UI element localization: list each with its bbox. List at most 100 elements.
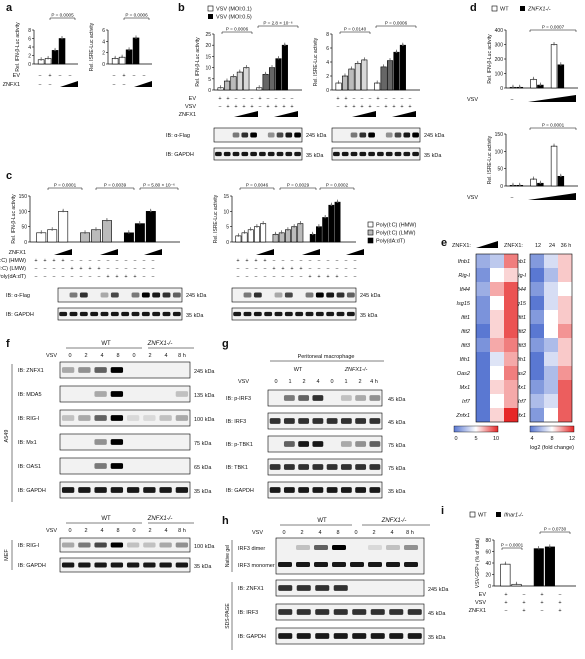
y-tick-label: 150 <box>495 132 504 138</box>
native-label-monomer: IRF3 monomer <box>238 563 275 569</box>
heatmap-cell <box>558 310 572 324</box>
sign-c-lmw: + <box>88 266 91 272</box>
sign-b-vsv: + <box>360 104 363 110</box>
data-point <box>61 37 63 40</box>
band <box>250 151 257 157</box>
sign-c-lmw: − <box>344 266 347 272</box>
sign-b-ev: − <box>234 96 237 102</box>
heatmap-cell <box>544 282 558 296</box>
data-point <box>264 73 267 76</box>
y-axis-label: Rel. IFN-β-Luc activity <box>11 194 17 244</box>
p-b1a: P = 0.0006 <box>221 27 253 34</box>
heatmap-gene-label: Ifi44 <box>516 287 526 293</box>
data-point <box>128 48 130 51</box>
band <box>232 151 240 157</box>
ramp-c <box>144 249 162 255</box>
data-point <box>299 222 302 225</box>
legend-label-i1: WT <box>478 513 487 519</box>
sign-c-hmw: − <box>335 258 338 264</box>
group-label-wt: WT <box>294 367 303 373</box>
blot-frame <box>331 127 421 143</box>
panel-letter-d: d <box>470 2 477 14</box>
p-c2c: P = 0.0002 <box>319 183 355 190</box>
data-point <box>127 231 130 234</box>
sign-c-lmw: − <box>308 266 311 272</box>
blot-frame <box>213 127 303 143</box>
time-label: 8 <box>116 353 119 359</box>
sign-c-dadt: + <box>326 274 329 280</box>
band <box>346 311 355 317</box>
y-tick-label: 100 <box>495 72 504 78</box>
data-point <box>106 219 108 222</box>
band <box>61 487 75 493</box>
legend-swatch-b1 <box>207 5 214 12</box>
data-point <box>245 66 248 69</box>
row-label-vsv: VSV <box>185 104 196 110</box>
sign-b-ev: − <box>274 96 277 102</box>
bar <box>399 44 406 91</box>
band <box>143 562 156 568</box>
ramp-d-top <box>528 95 576 102</box>
sign-c-dadt: − <box>43 274 46 280</box>
sign-c-lmw: − <box>245 266 248 272</box>
y-tick-label: 80 <box>485 538 491 544</box>
heatmap-cell <box>558 296 572 310</box>
band <box>312 418 324 424</box>
time-label: 8 <box>116 528 119 534</box>
bar <box>260 223 267 243</box>
bar <box>47 229 58 243</box>
band <box>305 311 314 317</box>
blot-b-left-gapdh <box>213 147 303 161</box>
p-c1c: P = 5.80 × 10⁻⁶ <box>139 183 179 190</box>
sign-b-ev: − <box>352 96 355 102</box>
p-value-label: P = 0.0002 <box>326 183 349 188</box>
ramp-a-right <box>134 81 152 87</box>
p-value-label: P = 0.0006 <box>385 21 408 26</box>
band <box>274 292 283 298</box>
y-tick-label: 0 <box>226 240 229 246</box>
y-tick-label: 0 <box>102 62 105 68</box>
sign-d-vsv: − <box>510 97 513 103</box>
blot-frame <box>231 307 357 321</box>
p-value-label: P = 0.0029 <box>287 183 310 188</box>
bar <box>335 82 342 91</box>
blot-f <box>59 409 191 427</box>
kda-label: 35 kDa <box>194 564 212 570</box>
heatmap-gene-label: Isg15 <box>457 301 471 307</box>
band <box>336 292 345 298</box>
bar <box>278 232 285 243</box>
bar <box>380 66 387 91</box>
kda-label: 45 kDa <box>428 611 446 617</box>
band <box>315 609 330 615</box>
data-point <box>518 86 521 89</box>
band-monomer <box>332 562 346 567</box>
data-point <box>47 57 49 60</box>
band <box>394 151 402 157</box>
band <box>94 391 107 397</box>
band <box>94 562 107 568</box>
kda-label: 35 kDa <box>424 153 442 159</box>
band <box>159 487 172 493</box>
sign-c-lmw: − <box>254 266 257 272</box>
native-label-dimer: IRF3 dimer <box>238 546 265 552</box>
time-label: 2 <box>84 528 87 534</box>
sign-b-vsv: + <box>266 104 269 110</box>
band <box>78 487 91 493</box>
heatmap-cell <box>476 394 490 408</box>
sign-c-hmw: − <box>272 258 275 264</box>
y-tick-label: 2 <box>28 54 31 60</box>
blot-f <box>59 385 191 403</box>
panel-letter-i: i <box>441 505 445 517</box>
p-a1: P = 0.0005 <box>49 13 76 20</box>
row-label-znfx1: ZNFX1 <box>3 82 20 88</box>
data-point <box>62 210 65 213</box>
heatmap-scale-tick: 12 <box>569 436 575 442</box>
sign-c-lmw: + <box>70 266 73 272</box>
band <box>284 292 293 298</box>
data-point <box>258 86 261 89</box>
data-point <box>382 66 385 68</box>
sign-c-dadt: − <box>245 274 248 280</box>
heatmap-cell <box>530 254 544 268</box>
blot-label-g: IB: IRF3 <box>226 419 246 425</box>
ramp-e <box>476 241 498 248</box>
